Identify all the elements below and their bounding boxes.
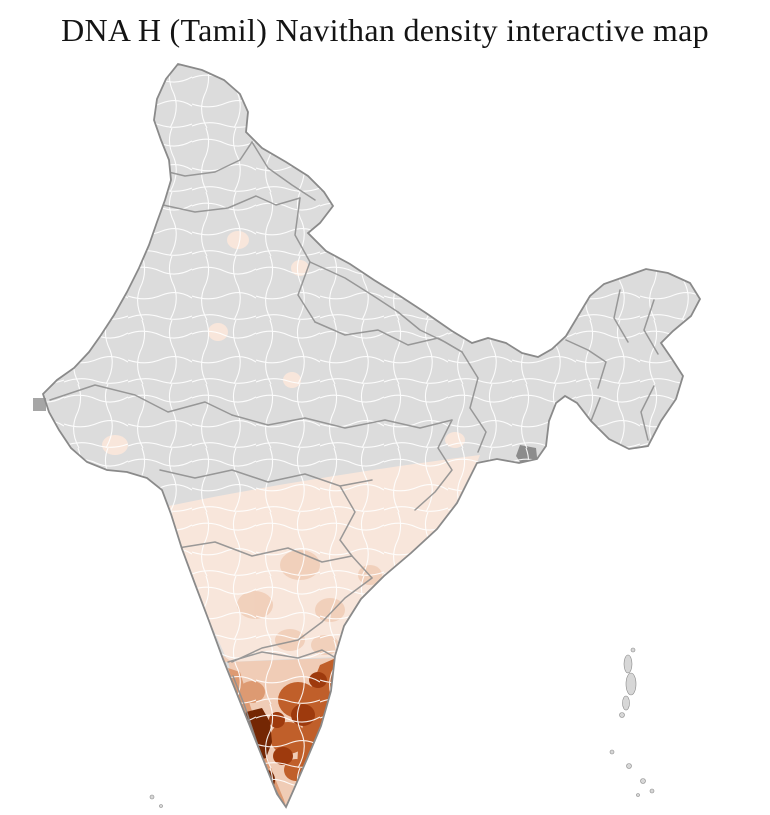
lakshadweep-islands[interactable] <box>149 794 163 808</box>
india-base-districts[interactable] <box>42 63 701 808</box>
region-kutch-patch[interactable] <box>33 398 46 411</box>
region-south-karnataka-medium[interactable] <box>239 681 265 703</box>
page-title: DNA H (Tamil) Navithan density interacti… <box>61 12 709 48</box>
andaman-nicobar-islands[interactable] <box>609 647 655 797</box>
region-bengal-dark-patch[interactable] <box>516 445 538 468</box>
